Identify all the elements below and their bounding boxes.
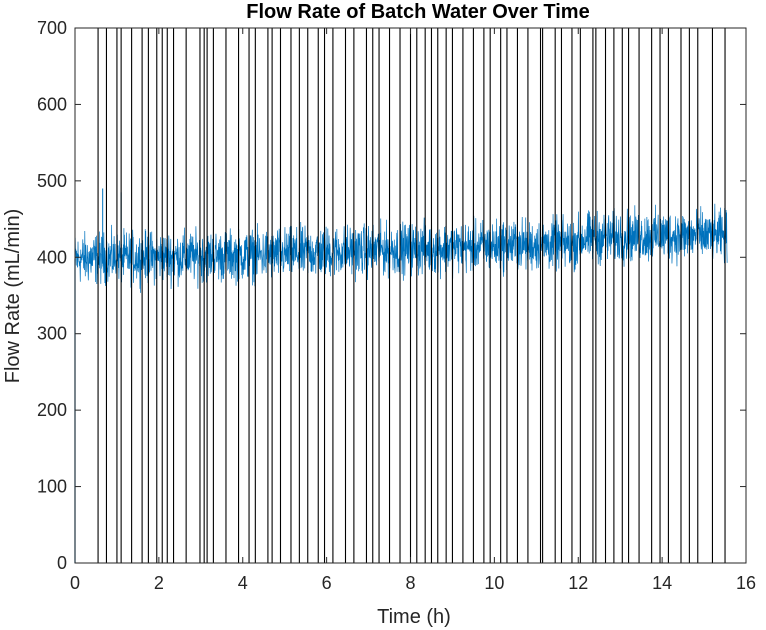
y-tick-label: 200: [37, 400, 67, 420]
plot-area: [74, 188, 728, 563]
y-tick-label: 500: [37, 171, 67, 191]
x-tick-label: 16: [736, 573, 756, 593]
axis-ticks: 0 2 4 6 8 10 12 14 16 0 100 200 300 400 500 600 700: [37, 18, 756, 593]
y-tick-label: 0: [57, 553, 67, 573]
series-line: [74, 203, 728, 293]
x-tick-label: 8: [405, 573, 415, 593]
y-tick-label: 600: [37, 94, 67, 114]
y-tick-label: 300: [37, 324, 67, 344]
y-tick-label: 100: [37, 477, 67, 497]
y-tick-label: 400: [37, 247, 67, 267]
x-tick-label: 2: [154, 573, 164, 593]
x-axis-label: Time (h): [377, 606, 451, 628]
x-tick-label: 6: [322, 573, 332, 593]
x-tick-label: 12: [568, 573, 588, 593]
y-tick-label: 700: [37, 18, 67, 38]
event-markers: [97, 28, 726, 563]
x-tick-label: 0: [70, 573, 80, 593]
x-tick-label: 4: [238, 573, 248, 593]
x-tick-label: 10: [484, 573, 504, 593]
chart-title: Flow Rate of Batch Water Over Time: [246, 1, 589, 23]
y-axis-label: Flow Rate (mL/min): [2, 209, 24, 383]
x-tick-label: 14: [652, 573, 672, 593]
